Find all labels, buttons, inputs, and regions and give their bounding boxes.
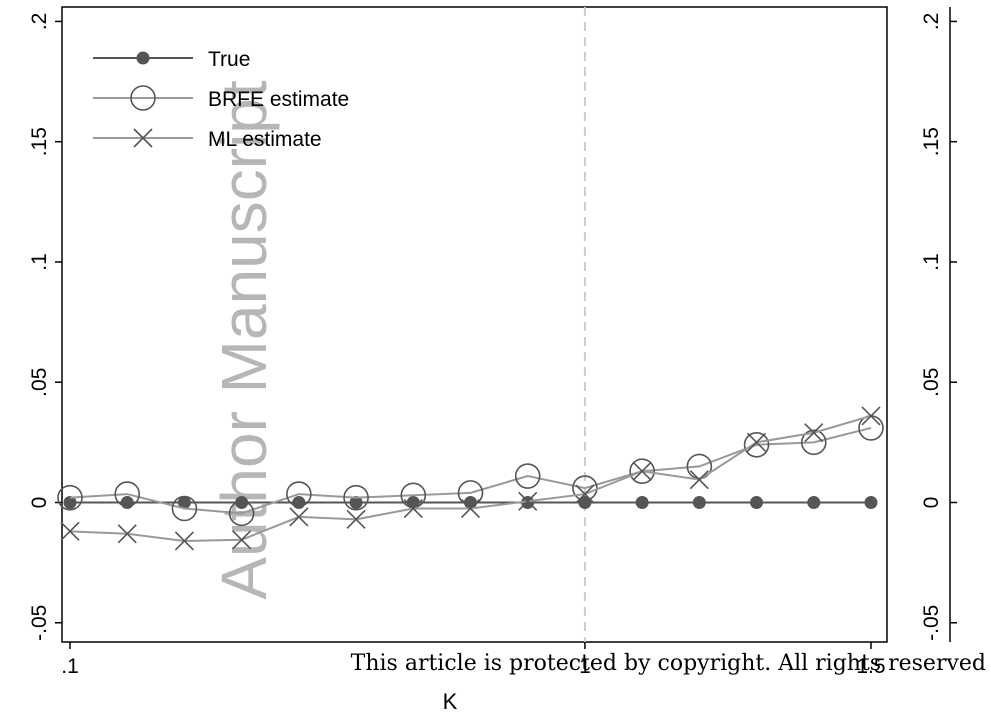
point — [514, 463, 541, 489]
point — [60, 521, 80, 541]
point — [232, 530, 252, 550]
point — [861, 406, 881, 426]
point — [228, 500, 255, 527]
y-tick-label: 0 — [28, 497, 51, 509]
point — [292, 495, 306, 509]
point — [177, 495, 191, 509]
y-tick-label: .1 — [28, 253, 51, 271]
y-tick-label: .2 — [920, 13, 943, 31]
point — [57, 484, 83, 511]
point — [403, 498, 423, 519]
point — [750, 495, 764, 509]
watermark: Author Manuscript — [208, 80, 280, 600]
point — [807, 495, 821, 509]
point — [800, 429, 827, 456]
point — [457, 480, 484, 506]
point — [289, 507, 309, 527]
x-tick-label: 1 — [579, 655, 591, 678]
legend-label: BRFE estimate — [208, 88, 349, 111]
point — [629, 458, 655, 485]
point — [174, 531, 194, 551]
y-tick-label: .15 — [28, 127, 51, 156]
legend-marker — [133, 128, 153, 148]
point — [120, 495, 134, 509]
point — [400, 482, 427, 509]
point — [632, 461, 652, 481]
x-axis-label: K — [443, 689, 458, 714]
point — [114, 481, 141, 507]
point — [235, 495, 249, 509]
series-line — [69, 426, 872, 515]
point — [518, 491, 538, 511]
point — [635, 495, 649, 509]
point — [692, 495, 706, 509]
point — [572, 475, 598, 501]
point — [349, 495, 363, 509]
y-tick-label: 0 — [920, 497, 943, 509]
y-tick-label: -.05 — [28, 605, 51, 641]
point — [63, 495, 77, 509]
y-tick-label: .15 — [920, 127, 943, 156]
point — [689, 470, 709, 490]
legend-label: True — [208, 48, 250, 71]
point — [686, 453, 713, 480]
point — [171, 495, 198, 522]
footer: This article is protected by copyright. … — [351, 651, 986, 676]
y-tick-label: -.05 — [920, 605, 943, 641]
legend-marker — [130, 85, 156, 111]
legend-marker — [136, 51, 150, 65]
x-tick-label: 1.5 — [856, 655, 885, 678]
y-tick-label: .1 — [920, 253, 943, 271]
point — [117, 524, 137, 544]
point — [460, 498, 481, 519]
point — [346, 509, 366, 529]
point — [286, 481, 312, 507]
point — [804, 423, 824, 443]
y-tick-label: .2 — [28, 13, 51, 31]
point — [864, 495, 878, 509]
point — [343, 484, 369, 511]
y-tick-label: .05 — [920, 368, 943, 397]
legend-label: ML estimate — [208, 128, 322, 151]
y-tick-label: .05 — [28, 368, 51, 397]
point — [575, 484, 595, 504]
plot-frame — [61, 6, 888, 643]
point — [746, 432, 767, 452]
point — [743, 431, 770, 458]
point — [521, 495, 535, 509]
x-tick-label: .1 — [61, 655, 79, 678]
